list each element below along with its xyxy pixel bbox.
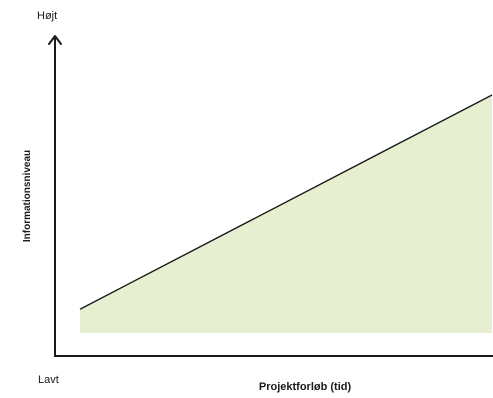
y-axis-low-label: Lavt [38,374,59,386]
trend-line [79,94,493,310]
y-axis-title: Informationsniveau [22,150,33,242]
y-axis-high-label: Højt [37,10,57,22]
plot-area [79,94,493,333]
area-fill [80,95,492,333]
y-axis-arrow-icon [48,35,62,45]
x-axis-title: Projektforløb (tid) [259,381,352,393]
